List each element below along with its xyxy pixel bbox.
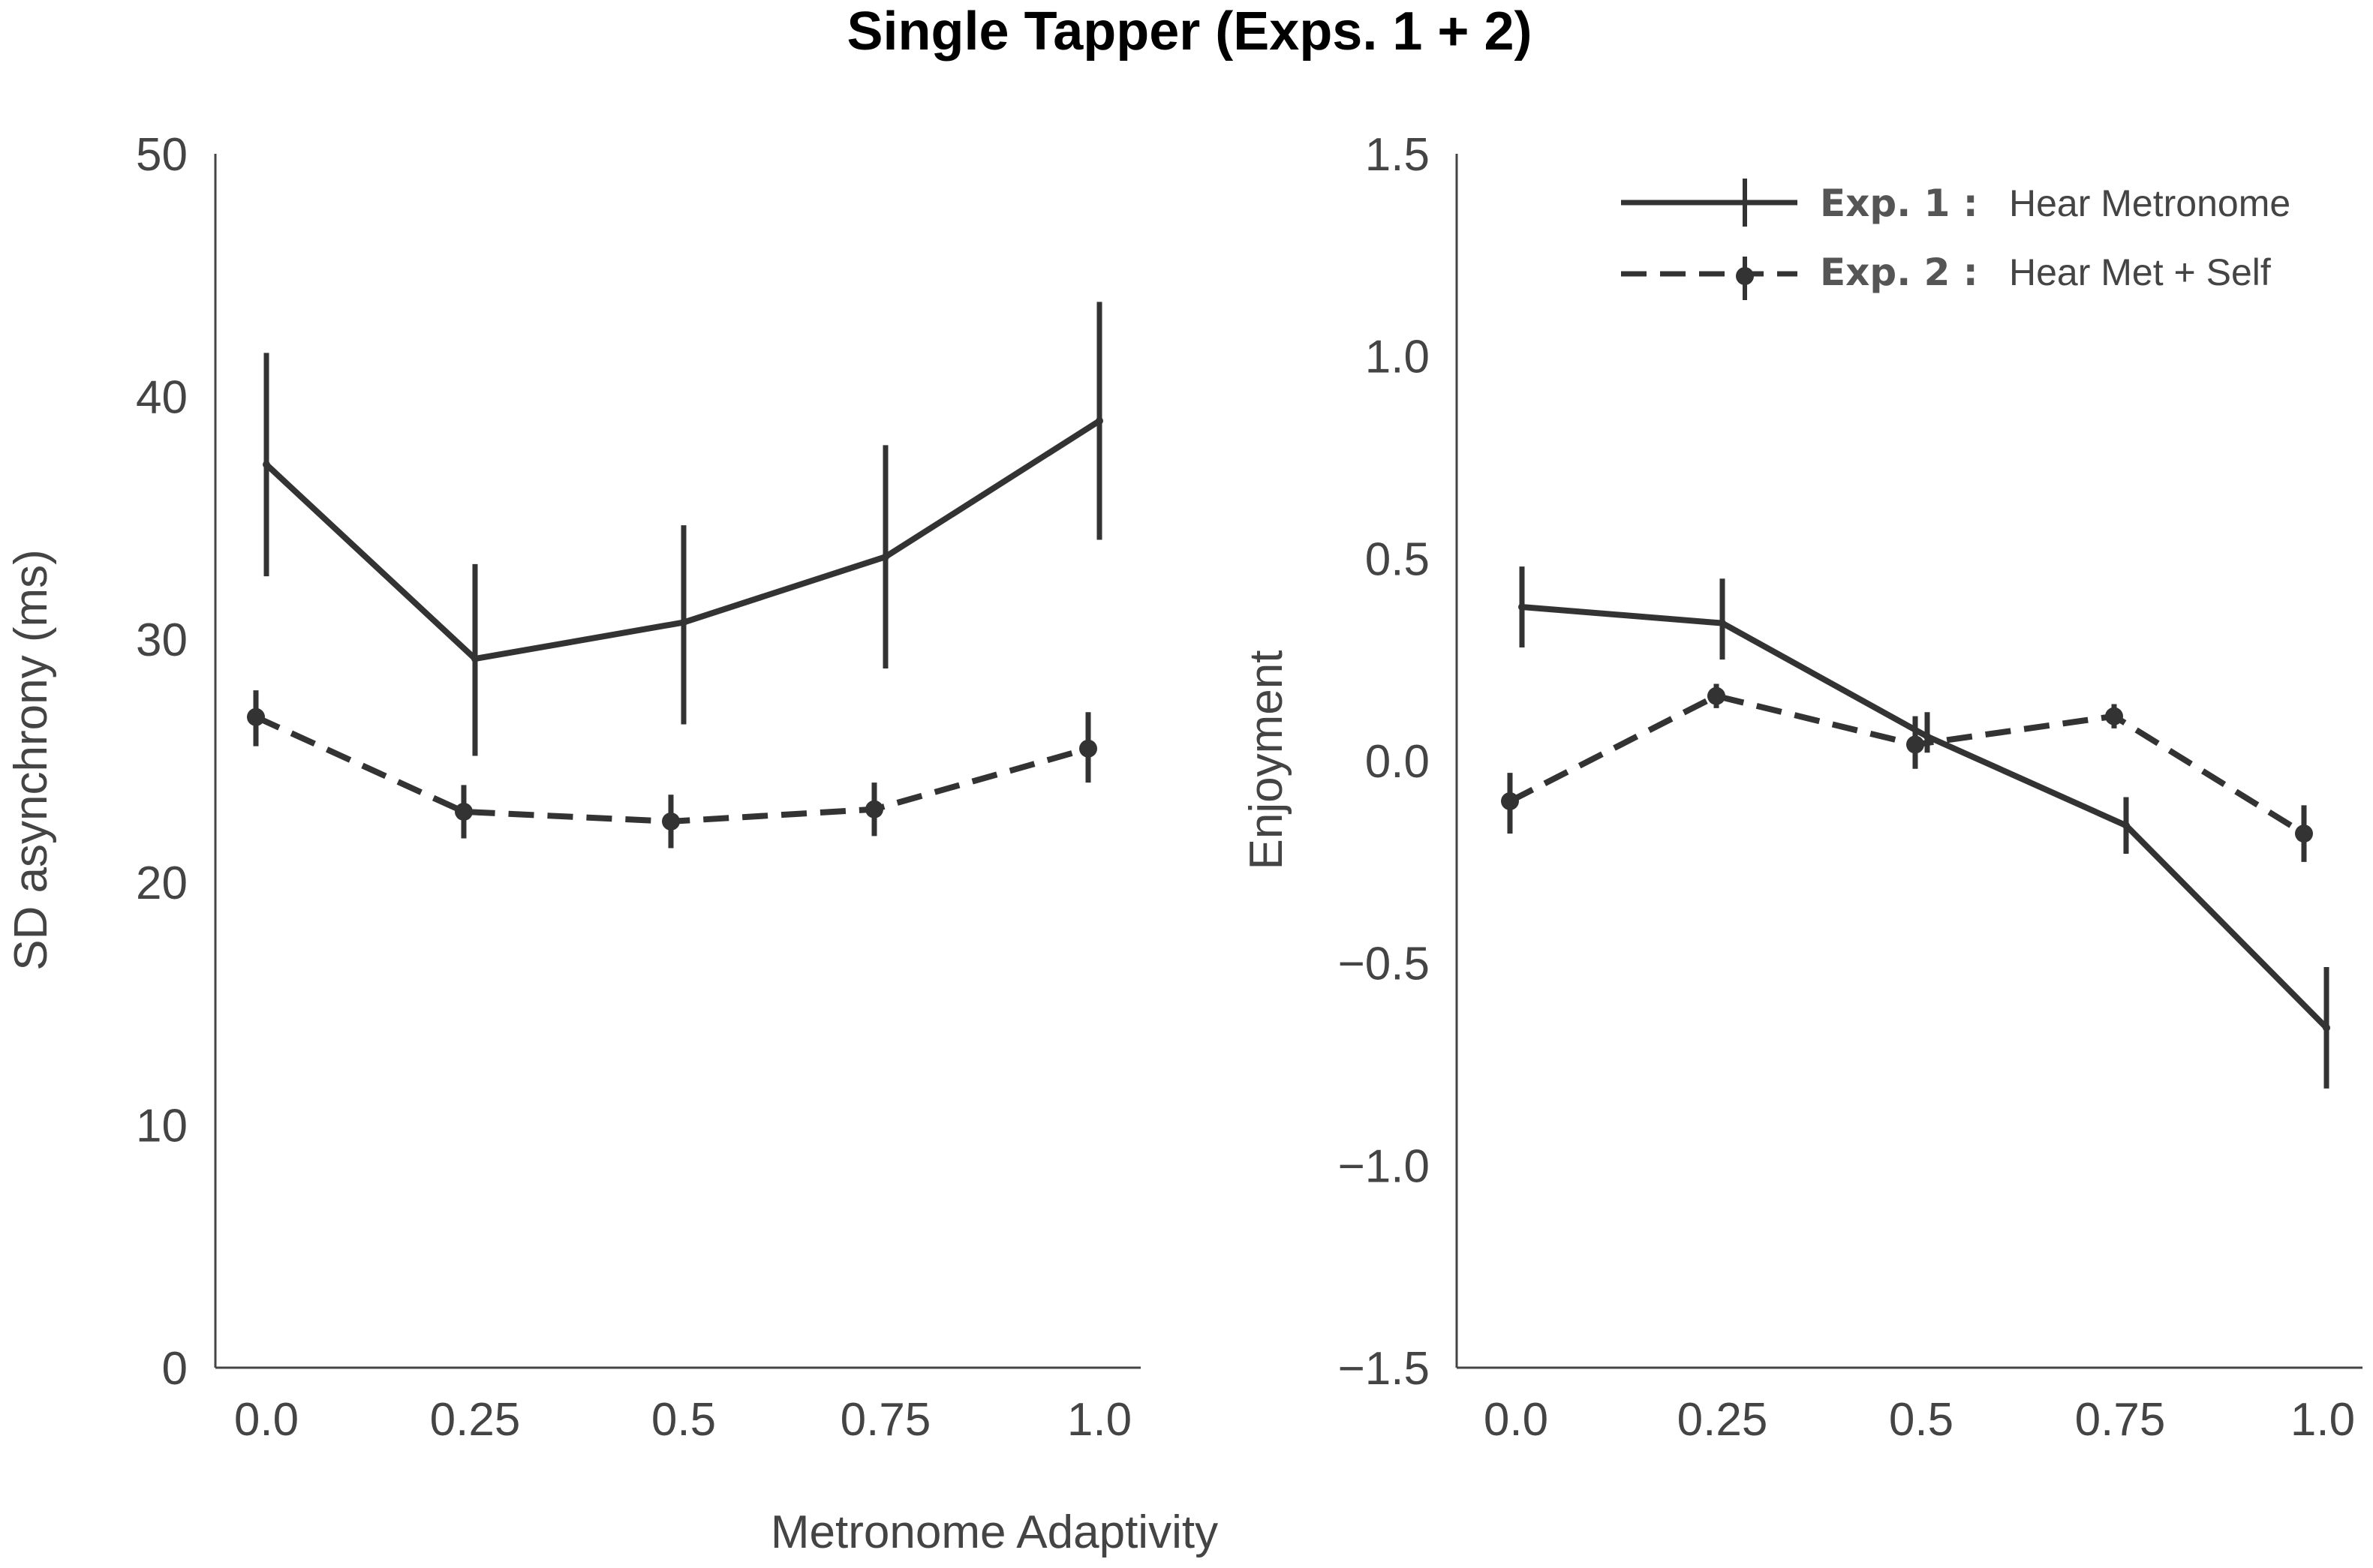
left-series-1-point (471, 655, 479, 663)
right-series-2-point (1707, 686, 1725, 705)
left-series-2-point (865, 800, 883, 819)
left-x-tick-label: 1.0 (1067, 1394, 1132, 1446)
left-series-2-point (1079, 739, 1097, 758)
left-series-1-point (263, 461, 270, 469)
shared-x-axis-label: Metronome Adaptivity (771, 1506, 1218, 1558)
right-series-2-point (2105, 707, 2123, 725)
left-series-group (247, 302, 1103, 849)
right-series-1-point (1518, 603, 1526, 611)
right-y-tick-label: −1.0 (1338, 1140, 1430, 1192)
left-x-tick-label: 0.75 (841, 1394, 931, 1446)
right-series-2-point (2295, 825, 2313, 843)
legend-marker-dashed (1736, 267, 1754, 285)
right-y-tick-label: 1.0 (1365, 332, 1430, 383)
left-series-2-point (247, 707, 265, 726)
right-series-1-point (1923, 732, 1931, 740)
right-series-2-point (1906, 735, 1924, 754)
left-x-tick-label: 0.5 (651, 1394, 716, 1446)
legend-exp2-text: Hear Met + Self (2009, 251, 2271, 293)
left-y-tick-label: 20 (136, 858, 188, 909)
legend-entry-exp1: Exp. 1 : Hear Metronome (1621, 179, 2290, 227)
left-x-tick-label: 0.0 (234, 1394, 299, 1446)
legend-exp1-text: Hear Metronome (2009, 182, 2290, 224)
right-series-1-point (2323, 1023, 2330, 1032)
left-y-axis-label: SD asynchrony (ms) (5, 549, 57, 971)
right-series-2-point (1501, 792, 1519, 810)
right-y-axis-label: Enjoyment (1241, 650, 1292, 870)
right-y-tick-label: 0.0 (1365, 736, 1430, 788)
left-series-1-point (882, 553, 889, 561)
left-series-1-point (680, 618, 687, 626)
right-x-tick-label: 0.75 (2075, 1394, 2166, 1446)
right-series-1-point (2122, 822, 2130, 830)
left-series-2-point (455, 802, 473, 821)
right-y-tick-label: 0.5 (1365, 533, 1430, 585)
left-y-tick-label: 30 (136, 614, 188, 666)
right-panel-enjoyment: Enjoyment −1.5−1.0−0.50.00.51.01.5 0.0 0.… (1241, 129, 2362, 1446)
legend-entry-exp2: Exp. 2 : Hear Met + Self (1621, 251, 2271, 300)
right-x-tick-label: 0.5 (1889, 1394, 1953, 1446)
right-y-tick-label: −1.5 (1338, 1343, 1430, 1395)
left-x-tick-label: 0.25 (430, 1394, 521, 1446)
legend-exp1-bold: Exp. 1 : (1820, 182, 1978, 225)
right-series-1-point (1719, 619, 1726, 627)
right-y-tick-labels: −1.5 −1.0 −0.5 0.0 0.5 1.0 1.5 (1338, 129, 1430, 1395)
legend-exp2-bold: Exp. 2 : (1820, 251, 1978, 294)
left-y-tick-label: 0 (162, 1343, 188, 1395)
legend: Exp. 1 : Hear Metronome Exp. 2 : Hear Me… (1621, 179, 2290, 300)
left-x-tick-labels: 0.0 0.25 0.5 0.75 1.0 (234, 1394, 1132, 1446)
right-x-tick-label: 0.25 (1677, 1394, 1768, 1446)
right-x-tick-label: 0.0 (1484, 1394, 1548, 1446)
left-series-2-point (662, 812, 680, 831)
right-series-2-line (1508, 692, 2306, 837)
left-series-1-point (1096, 416, 1103, 425)
figure-title: Single Tapper (Exps. 1 + 2) (847, 2, 1532, 62)
right-series-1-line (1521, 604, 2329, 1030)
right-series-group (1501, 566, 2330, 1089)
right-x-tick-labels: 0.0 0.25 0.5 0.75 1.0 (1484, 1394, 2355, 1446)
left-y-tick-label: 40 (136, 372, 188, 424)
right-y-tick-label: 1.5 (1365, 129, 1430, 181)
left-y-tick-labels: 0 10 20 30 40 50 (136, 129, 188, 1395)
right-y-tick-label: −0.5 (1338, 939, 1430, 990)
left-y-tick-label: 50 (136, 129, 188, 181)
left-y-tick-label: 10 (136, 1100, 188, 1152)
right-x-tick-label: 1.0 (2290, 1394, 2355, 1446)
